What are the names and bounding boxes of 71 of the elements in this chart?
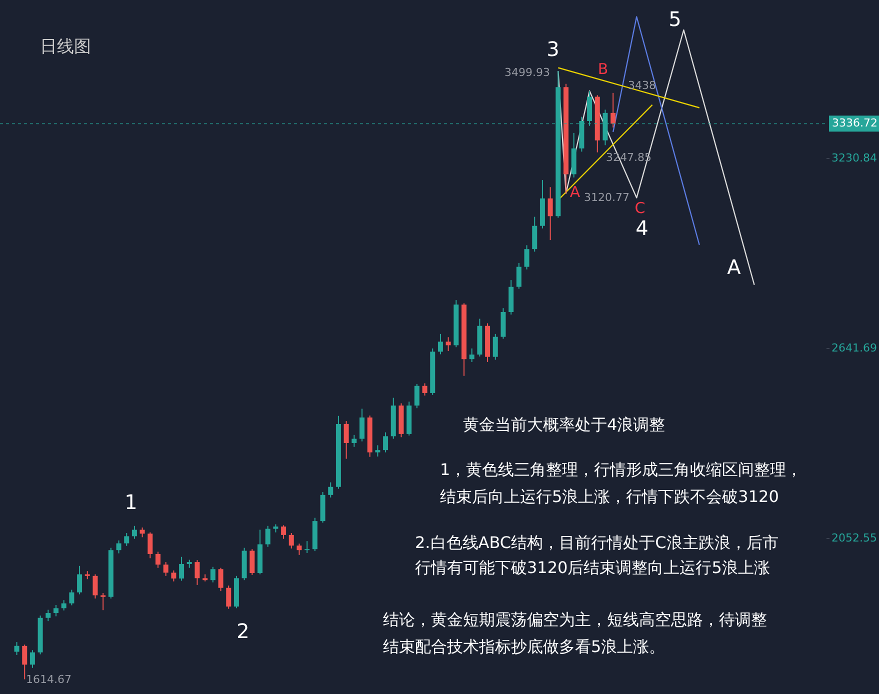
candlestick xyxy=(265,525,270,548)
candlestick xyxy=(250,548,255,576)
candlestick xyxy=(438,333,443,355)
annotation: 3499.93 xyxy=(504,66,550,79)
candlestick xyxy=(304,540,310,554)
candlestick xyxy=(532,216,538,252)
annotation: 3 xyxy=(546,37,560,61)
candlestick xyxy=(375,444,380,458)
annotation: B xyxy=(598,60,608,78)
candlestick xyxy=(116,540,122,554)
candlestick xyxy=(352,434,357,448)
annotation: 行情有可能下破3120后结束调整向上运行5浪上涨 xyxy=(415,558,770,577)
candlestick xyxy=(524,244,530,270)
line-series xyxy=(558,29,755,286)
annotation: 5 xyxy=(668,7,682,31)
annotation: A xyxy=(570,183,581,201)
candlestick xyxy=(46,609,51,622)
candlestick xyxy=(61,600,66,611)
candlestick xyxy=(163,562,168,576)
candlestick xyxy=(226,585,232,610)
annotation: A xyxy=(727,255,742,279)
candlestick xyxy=(328,482,334,498)
annotation: 结束后向上运行5浪上涨，行情下跌不会破3120 xyxy=(440,487,779,506)
candlestick xyxy=(548,186,553,241)
candlestick xyxy=(194,560,200,586)
annotation: C xyxy=(634,199,646,217)
y-tick-label: 3230.84 xyxy=(832,151,877,164)
candlestick xyxy=(218,567,224,592)
candlestick xyxy=(54,604,58,617)
y-tick-label: 2052.55 xyxy=(832,531,877,544)
candlestick xyxy=(344,420,349,460)
candlestick xyxy=(156,551,160,568)
annotation: 1，黄色线三角整理，行情形成三角收缩区间整理， xyxy=(440,460,802,479)
annotation: 4 xyxy=(636,216,648,240)
candlestick xyxy=(360,408,364,442)
candlestick xyxy=(446,336,451,352)
annotation: 3120.77 xyxy=(584,191,630,204)
candlestick xyxy=(414,383,420,409)
candlestick xyxy=(22,644,28,680)
annotation: 结束配合技术指标抄底做多看5浪上涨。 xyxy=(383,637,666,656)
candlestick xyxy=(296,543,302,556)
candlestick xyxy=(140,527,145,538)
candlestick xyxy=(14,642,20,656)
candlestick xyxy=(516,262,522,290)
candlestick xyxy=(69,589,74,606)
candlestick xyxy=(132,525,137,540)
annotation: 1 xyxy=(124,490,138,514)
candlestick xyxy=(92,574,98,599)
text: 日线图 xyxy=(40,37,91,57)
candlestick xyxy=(148,532,153,559)
annotation: 2.白色线ABC结构，目前行情处于C浪主跌浪，后市 xyxy=(415,533,778,552)
candlestick xyxy=(100,592,106,611)
candlestick xyxy=(288,532,294,549)
annotation: 1614.67 xyxy=(26,673,72,686)
candlestick xyxy=(30,650,35,668)
candlestick xyxy=(210,566,216,583)
ref-line-label: 3336.72 xyxy=(832,116,878,130)
candlestick xyxy=(281,524,286,540)
candlestick xyxy=(171,570,176,582)
y-tick-label: 2641.69 xyxy=(832,341,877,354)
candlestick xyxy=(492,333,498,360)
candlestick xyxy=(610,92,616,128)
candlestick xyxy=(77,565,82,595)
annotation: 结论，黄金短期震荡偏空为主，短线高空思路，待调整 xyxy=(383,610,767,629)
candlestick xyxy=(124,532,130,546)
annotation: 2 xyxy=(236,619,250,643)
candlestick xyxy=(469,348,474,363)
candlestick xyxy=(179,556,184,582)
candlestick xyxy=(422,382,428,396)
candlestick xyxy=(383,432,388,453)
annotation: 黄金当前大概率处于4浪调整 xyxy=(463,415,666,434)
